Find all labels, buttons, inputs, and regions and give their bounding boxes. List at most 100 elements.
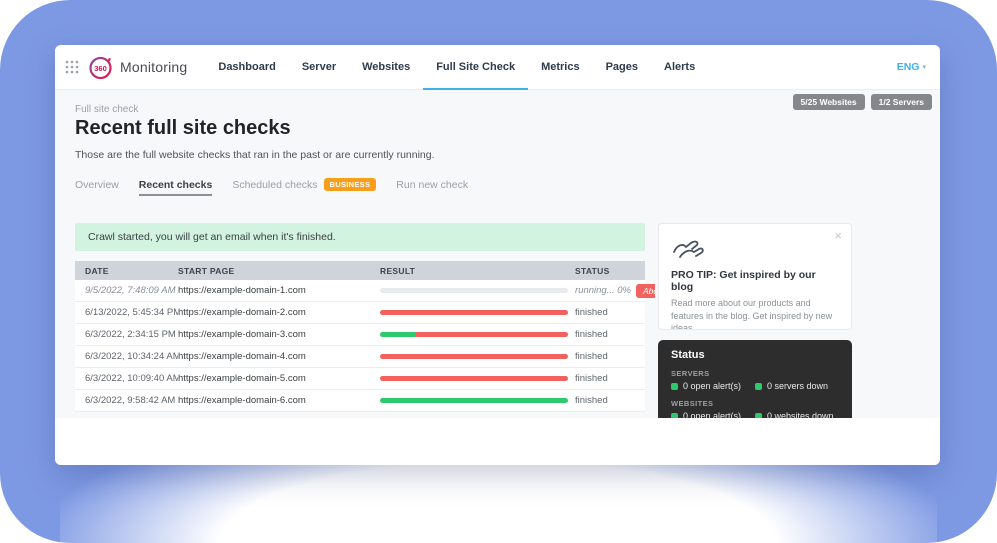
servers-quota-badge: 1/2 Servers: [870, 94, 932, 110]
status-panel-title: Status: [671, 349, 705, 361]
column-header-start-page: START PAGE: [178, 265, 235, 276]
svg-text:360: 360: [94, 64, 107, 73]
row-result: [380, 354, 575, 359]
status-text: finished: [575, 307, 608, 318]
tab-scheduled-checks[interactable]: Scheduled checks BUSINESS: [232, 178, 377, 196]
progress-bar: [380, 310, 568, 315]
progress-bar: [380, 332, 568, 337]
row-start-page: https://example-domain-3.com: [178, 329, 306, 340]
row-date: 6/3/2022, 10:34:24 AM: [85, 351, 178, 362]
row-start-page: https://example-domain-6.com: [178, 395, 306, 406]
green-status-icon: [755, 382, 762, 390]
row-status: finished: [575, 307, 655, 318]
pro-tip-title: PRO TIP: Get inspired by our blog: [671, 269, 816, 293]
app-grid-icon[interactable]: [65, 60, 79, 74]
close-icon[interactable]: ×: [834, 228, 842, 243]
page-title: Recent full site checks: [75, 117, 291, 139]
row-status: running... 0% Abort: [575, 283, 655, 298]
progress-bar: [380, 376, 568, 381]
servers-status-row: 0 open alert(s) 0 servers down: [671, 381, 839, 391]
pro-tip-body: Read more about our products and feature…: [671, 298, 833, 330]
progress-segment: [380, 310, 568, 315]
servers-down: 0 servers down: [755, 381, 839, 391]
table-row[interactable]: 6/3/2022, 10:34:24 AM https://example-dom…: [75, 346, 645, 368]
websites-section-label: WEBSITES: [671, 399, 714, 408]
tab-recent-checks[interactable]: Recent checks: [138, 178, 213, 196]
table-row[interactable]: 6/3/2022, 2:34:15 PM https://example-doma…: [75, 324, 645, 346]
row-start-page: https://example-domain-2.com: [178, 307, 306, 318]
green-status-icon: [755, 412, 762, 418]
green-status-icon: [671, 382, 678, 390]
row-status: finished: [575, 373, 655, 384]
status-text: running... 0%: [575, 285, 631, 296]
language-selector[interactable]: ENG ▾: [897, 61, 926, 73]
row-date: 6/3/2022, 2:34:15 PM: [85, 329, 176, 340]
table-row[interactable]: 6/3/2022, 9:58:42 AM https://example-doma…: [75, 390, 645, 412]
status-text: finished: [575, 373, 608, 384]
status-item-label: 0 open alert(s): [683, 411, 742, 418]
tab-run-new-check[interactable]: Run new check: [396, 179, 468, 196]
servers-open-alerts: 0 open alert(s): [671, 381, 755, 391]
nav-item-alerts[interactable]: Alerts: [664, 61, 696, 73]
status-text: finished: [575, 329, 608, 340]
progress-bar: [380, 288, 568, 293]
column-header-result: RESULT: [380, 265, 416, 276]
success-alert: Crawl started, you will get an email whe…: [75, 223, 645, 251]
tab-overview[interactable]: Overview: [75, 179, 119, 196]
progress-segment: [415, 332, 568, 337]
logo[interactable]: 360 Monitoring: [87, 54, 187, 81]
business-badge: BUSINESS: [323, 178, 377, 191]
page-content: 5/25 Websites 1/2 Servers Full site chec…: [55, 90, 940, 418]
tab-label: Scheduled checks: [232, 178, 318, 191]
row-date: 6/3/2022, 9:58:42 AM: [85, 395, 176, 406]
status-text: finished: [575, 351, 608, 362]
nav-item-server[interactable]: Server: [301, 61, 337, 73]
progress-bar: [380, 398, 568, 403]
row-result: [380, 376, 575, 381]
table-row[interactable]: 6/13/2022, 5:45:34 PM https://example-dom…: [75, 302, 645, 324]
tab-label: Overview: [75, 178, 119, 191]
browser-window: 360 Monitoring Dashboard Server Websites…: [55, 45, 940, 465]
empty-page-area: [55, 418, 940, 465]
status-panel: Status SERVERS 0 open alert(s) 0 servers…: [658, 340, 852, 418]
row-result: [380, 398, 575, 403]
tab-label: Recent checks: [138, 178, 213, 191]
table-row[interactable]: 9/5/2022, 7:48:09 AM https://example-doma…: [75, 280, 655, 302]
breadcrumb: Full site check: [75, 104, 139, 115]
row-date: 9/5/2022, 7:48:09 AM: [85, 285, 176, 296]
language-label: ENG: [896, 61, 920, 73]
table-row[interactable]: 6/3/2022, 10:09:40 AM https://example-dom…: [75, 368, 645, 390]
column-header-status: STATUS: [575, 265, 610, 276]
table-header: DATE START PAGE RESULT STATUS: [75, 261, 645, 280]
row-result: [380, 310, 575, 315]
section-tabs: Overview Recent checks Scheduled checks …: [75, 178, 468, 196]
hands-blog-icon: [673, 240, 704, 258]
main-nav: Dashboard Server Websites Full Site Chec…: [205, 45, 708, 91]
servers-section-label: SERVERS: [671, 369, 710, 378]
progress-segment: [380, 376, 568, 381]
nav-item-dashboard[interactable]: Dashboard: [218, 61, 276, 73]
nav-item-metrics[interactable]: Metrics: [541, 61, 580, 73]
abort-button[interactable]: Abort: [635, 283, 655, 298]
progress-segment: [380, 288, 568, 293]
row-start-page: https://example-domain-5.com: [178, 373, 306, 384]
progress-segment: [380, 332, 416, 337]
green-status-icon: [671, 412, 678, 418]
tab-label: Run new check: [396, 178, 469, 191]
top-navigation: 360 Monitoring Dashboard Server Websites…: [55, 45, 940, 91]
logo-360-icon: 360: [89, 56, 112, 79]
status-item-label: 0 servers down: [767, 381, 829, 391]
brand-name: Monitoring: [120, 59, 188, 75]
chevron-down-icon: ▾: [922, 64, 926, 71]
nav-item-full-site-check[interactable]: Full Site Check: [423, 45, 528, 91]
status-item-label: 0 open alert(s): [683, 381, 742, 391]
row-status: finished: [575, 329, 655, 340]
nav-item-pages[interactable]: Pages: [605, 61, 639, 73]
table-body: 9/5/2022, 7:48:09 AM https://example-doma…: [75, 280, 655, 412]
websites-open-alerts: 0 open alert(s): [671, 411, 755, 418]
pro-tip-card: × PRO TIP: Get inspired by our blog Read…: [658, 223, 852, 330]
quota-badges: 5/25 Websites 1/2 Servers: [792, 94, 932, 110]
nav-item-websites[interactable]: Websites: [362, 61, 411, 73]
column-header-date: DATE: [85, 265, 109, 276]
